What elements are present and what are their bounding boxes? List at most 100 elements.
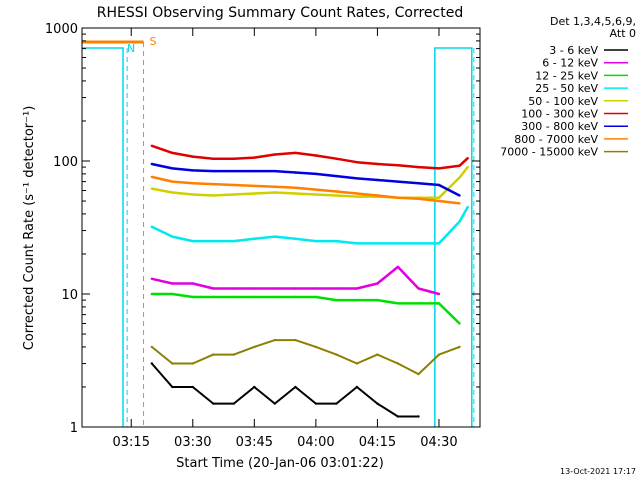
data-point [314,239,318,243]
data-point [171,151,174,155]
data-point [376,242,379,245]
data-point [171,362,174,365]
data-point [437,302,441,305]
data-point [191,169,194,172]
data-point [417,287,420,290]
data-point [171,191,174,194]
data-point [314,193,318,196]
data-point [458,220,461,223]
data-point [212,157,215,160]
legend-label: 12 - 25 keV [535,69,598,82]
data-point [232,287,235,290]
data-point [273,153,276,156]
data-point [150,187,153,190]
data-point [253,156,256,159]
data-point [437,353,441,356]
data-point [171,180,174,183]
data-point [355,177,359,180]
data-point [294,295,297,299]
series-line-2 [151,292,461,325]
x-tick-label: 03:30 [174,435,211,450]
data-point [355,385,359,389]
data-point [466,165,469,169]
data-point [376,162,379,166]
data-point [232,353,235,356]
data-point [171,282,174,285]
legend-header-line-2: Att 0 [610,27,636,40]
y-tick-label: 10 [61,288,78,303]
data-point [417,415,420,418]
data-point [232,295,235,299]
data-point [458,322,461,325]
data-point [376,402,379,405]
data-point [417,182,420,185]
y-axis-label: Corrected Count Rate (s⁻¹ detector⁻¹) [22,106,37,351]
data-point [314,154,318,157]
data-point [273,235,276,238]
data-point [232,157,235,160]
data-point [273,295,276,299]
data-point [335,190,338,193]
data-point [417,302,420,305]
data-point [466,205,469,209]
data-point [396,302,400,305]
data-point [212,287,215,290]
legend-label: 50 - 100 keV [528,95,598,108]
data-point [396,242,400,245]
x-tick-label: 04:00 [297,435,334,450]
data-point [437,199,441,203]
data-point [150,292,153,296]
series-line-8 [151,339,460,376]
data-point [396,415,400,418]
data-point [212,194,215,197]
data-point [355,242,359,245]
data-point [355,298,359,302]
x-tick-label: 04:15 [359,435,396,450]
data-point [335,174,338,178]
data-point [396,164,400,167]
data-point [376,298,379,302]
data-point [458,345,461,349]
legend-label: 7000 - 15000 keV [500,146,598,159]
chart-title: RHESSI Observing Summary Count Rates, Co… [97,5,463,21]
data-point [253,237,256,240]
data-point [458,202,461,205]
y-tick-label: 100 [53,155,78,170]
data-point [458,176,461,179]
data-point [376,353,379,356]
night-indicator-right [434,47,473,427]
data-point [171,385,174,389]
data-point [437,183,441,187]
data-point [396,362,400,365]
data-point [314,345,318,349]
data-point [396,180,400,183]
x-axis-label: Start Time (20-Jan-06 03:01:22) [176,456,384,471]
data-point [212,182,215,186]
plot-area: NS [82,35,475,427]
data-point [191,295,194,299]
data-point [171,292,174,296]
data-point [171,167,174,170]
data-point [314,172,318,176]
series-line-7 [151,175,460,205]
data-point [294,186,297,189]
data-point [191,155,194,158]
data-point [294,192,297,195]
axis-ticks: 1 10 100 1000 03:15 03:30 03:45 04:00 04:15 04:30 [45,22,480,450]
data-point [458,194,461,197]
x-tick-label: 03:15 [113,435,150,450]
data-point [417,197,420,200]
data-point [150,277,153,280]
legend-label: 25 - 50 keV [535,82,598,95]
data-point [335,194,338,197]
y-tick-label: 1 [70,421,78,436]
data-point [273,338,276,342]
data-point [191,385,194,389]
data-point [314,188,318,191]
series-line-0 [151,362,419,418]
data-point [355,362,359,365]
data-point [273,191,276,194]
data-point [314,402,318,405]
